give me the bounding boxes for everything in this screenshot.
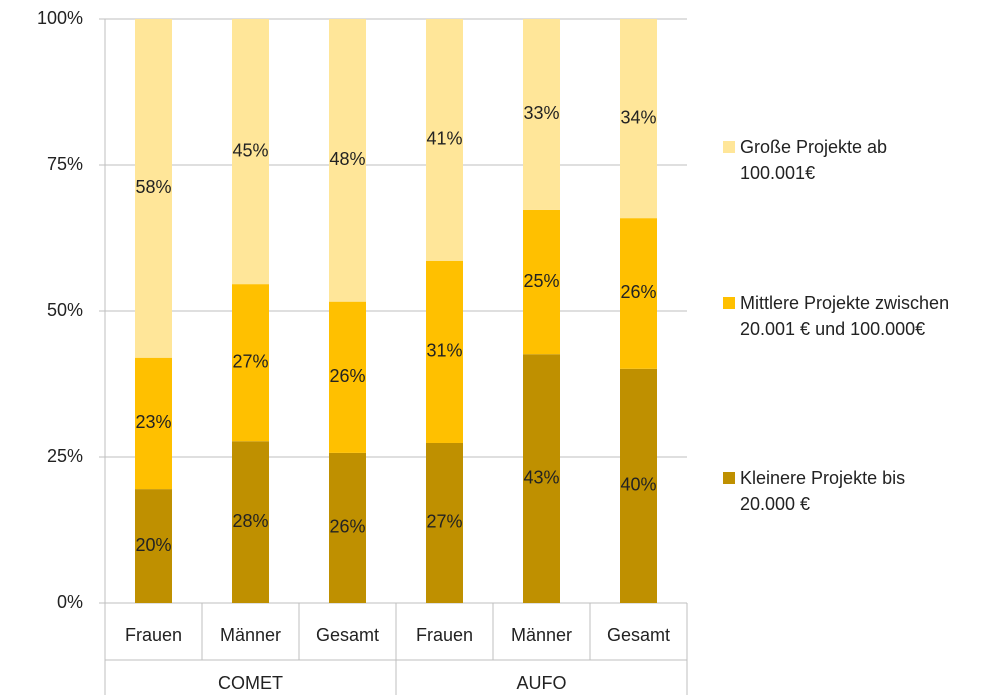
legend-swatch <box>723 472 735 484</box>
bar-segment <box>426 19 463 261</box>
bar-segment <box>620 19 657 219</box>
data-label: 33% <box>523 103 559 123</box>
x-tick-label: Frauen <box>416 625 473 645</box>
group-label: COMET <box>218 673 283 693</box>
bar-segment <box>232 284 269 442</box>
group-label: AUFO <box>516 673 566 693</box>
data-label: 27% <box>426 512 462 532</box>
data-label: 26% <box>329 366 365 386</box>
bar-segment <box>135 19 172 358</box>
x-tick-label: Männer <box>220 625 281 645</box>
data-label: 26% <box>620 282 656 302</box>
x-tick-label: Männer <box>511 625 572 645</box>
legend-item: Kleinere Projekte bis 20.000 € <box>723 465 955 517</box>
bar-segment <box>426 442 463 603</box>
data-label: 25% <box>523 271 559 291</box>
bar-segment <box>523 19 560 210</box>
data-label: 40% <box>620 475 656 495</box>
data-label: 28% <box>232 511 268 531</box>
legend-swatch <box>723 141 735 153</box>
legend-label: Große Projekte ab 100.001€ <box>740 137 888 183</box>
bar-segment <box>523 209 560 355</box>
bar-segment <box>426 260 463 443</box>
data-label: 34% <box>620 107 656 127</box>
bar-segment <box>135 489 172 603</box>
data-label: 20% <box>135 535 171 555</box>
data-label: 48% <box>329 149 365 169</box>
data-label: 41% <box>426 129 462 149</box>
bar-segment <box>620 218 657 369</box>
y-tick-label: 25% <box>47 446 83 466</box>
y-tick-label: 75% <box>47 154 83 174</box>
y-tick-label: 0% <box>57 592 83 612</box>
bar-segment <box>232 441 269 603</box>
data-label: 58% <box>135 177 171 197</box>
bar-segment <box>329 452 366 603</box>
bar-segment <box>135 357 172 490</box>
data-label: 26% <box>329 517 365 537</box>
data-label: 23% <box>135 412 171 432</box>
x-tick-label: Frauen <box>125 625 182 645</box>
legend-swatch <box>723 297 735 309</box>
bar-segment <box>232 19 269 285</box>
bar-segment <box>620 368 657 603</box>
legend-item: Große Projekte ab 100.001€ <box>723 134 955 186</box>
x-tick-label: Gesamt <box>316 625 379 645</box>
bar-segment <box>329 19 366 302</box>
y-tick-label: 100% <box>37 8 83 28</box>
data-label: 45% <box>232 140 268 160</box>
data-label: 31% <box>426 341 462 361</box>
data-label: 27% <box>232 351 268 371</box>
x-tick-label: Gesamt <box>607 625 670 645</box>
bar-segment <box>329 301 366 453</box>
legend-item: Mittlere Projekte zwischen 20.001 € und … <box>723 290 955 342</box>
y-tick-label: 50% <box>47 300 83 320</box>
bar-segment <box>523 354 560 603</box>
data-label: 43% <box>523 467 559 487</box>
legend-label: Mittlere Projekte zwischen 20.001 € und … <box>740 293 950 339</box>
legend-label: Kleinere Projekte bis 20.000 € <box>740 468 906 514</box>
